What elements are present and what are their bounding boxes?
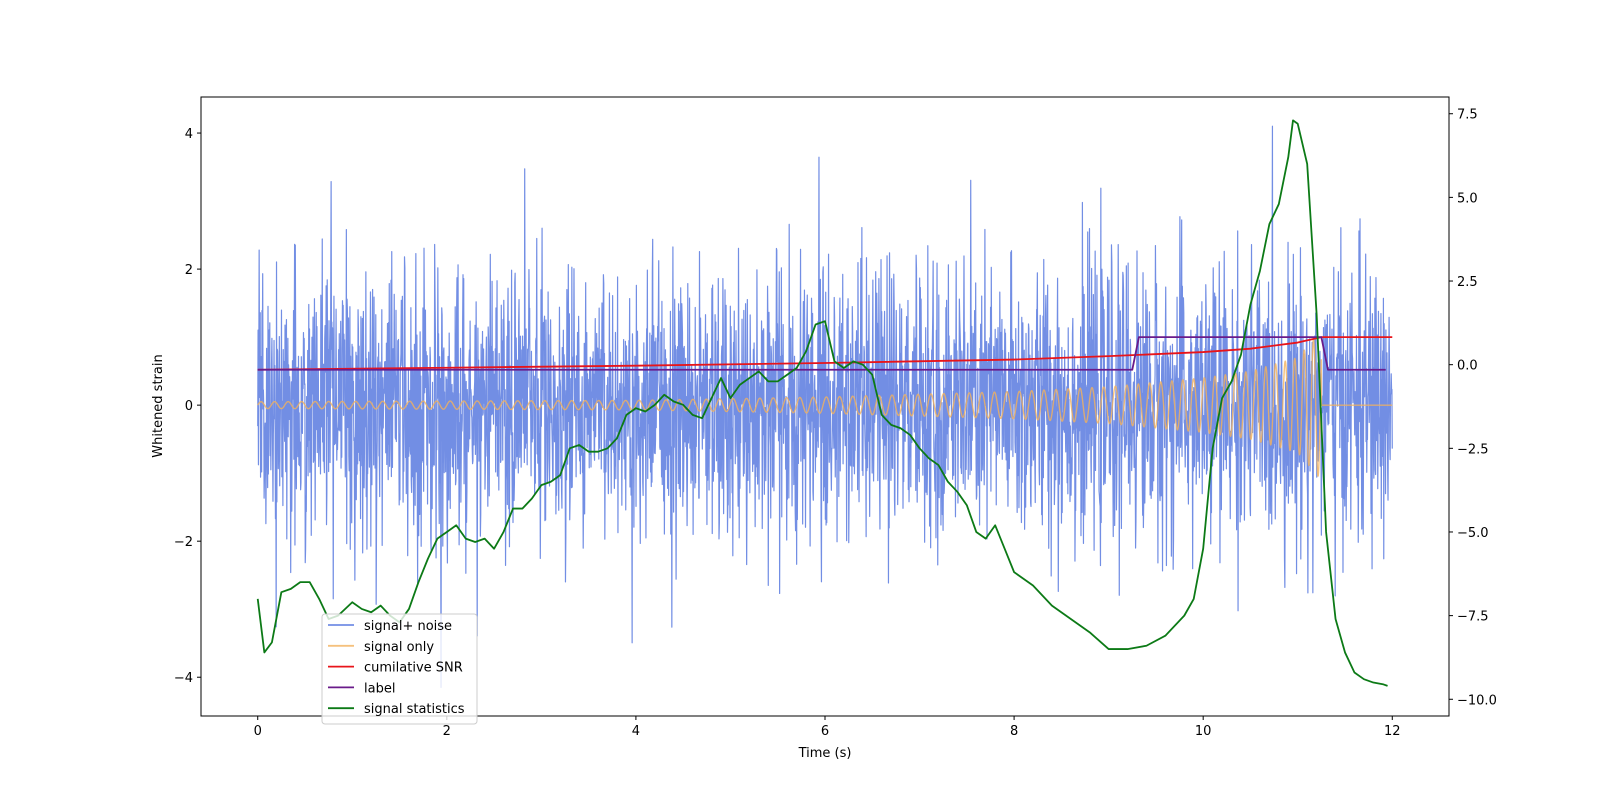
x-tick-label: 2 [443,724,451,739]
x-tick-label: 6 [821,724,829,739]
x-axis-label: Time (s) [798,746,852,761]
y2-tick-label: 0.0 [1457,359,1478,374]
series-signal-noise [257,125,1393,689]
y-axis-left: −4 −2 0 2 4 [174,127,201,686]
legend-label: signal+ noise [364,619,452,634]
legend-label: signal statistics [364,702,465,717]
y-axis-label: Whitened strain [151,354,166,457]
y2-tick-label: −5.0 [1457,526,1489,541]
y-tick-label: 4 [185,127,193,142]
y-tick-label: −4 [174,671,193,686]
series-cumilative-snr [257,336,1393,371]
x-tick-label: 4 [632,724,640,739]
series-layer [256,119,1393,689]
legend-label: cumilative SNR [364,661,463,676]
y2-tick-label: 5.0 [1457,191,1478,206]
y2-tick-label: −2.5 [1457,442,1489,457]
y2-tick-label: −10.0 [1457,693,1497,708]
legend-box [321,613,478,725]
x-tick-label: 10 [1195,724,1212,739]
y-tick-label: 2 [185,263,193,278]
legend-label: signal only [364,640,434,655]
y-axis-right: −10.0 −7.5 −5.0 −2.5 0.0 2.5 5.0 7.5 [1449,108,1497,708]
y-tick-label: −2 [174,535,193,550]
legend: signal+ noise signal only cumilative SNR la… [321,613,478,725]
y2-tick-label: 2.5 [1457,275,1478,290]
x-tick-label: 12 [1384,724,1401,739]
y-tick-label: 0 [185,399,193,414]
series-signal-statistics [256,119,1388,687]
y2-tick-label: 7.5 [1457,108,1478,123]
x-tick-label: 0 [254,724,262,739]
series-signal-only [257,338,1393,477]
x-tick-label: 8 [1010,724,1018,739]
legend-label: label [364,681,395,696]
y2-tick-label: −7.5 [1457,610,1489,625]
series-label [257,336,1386,371]
